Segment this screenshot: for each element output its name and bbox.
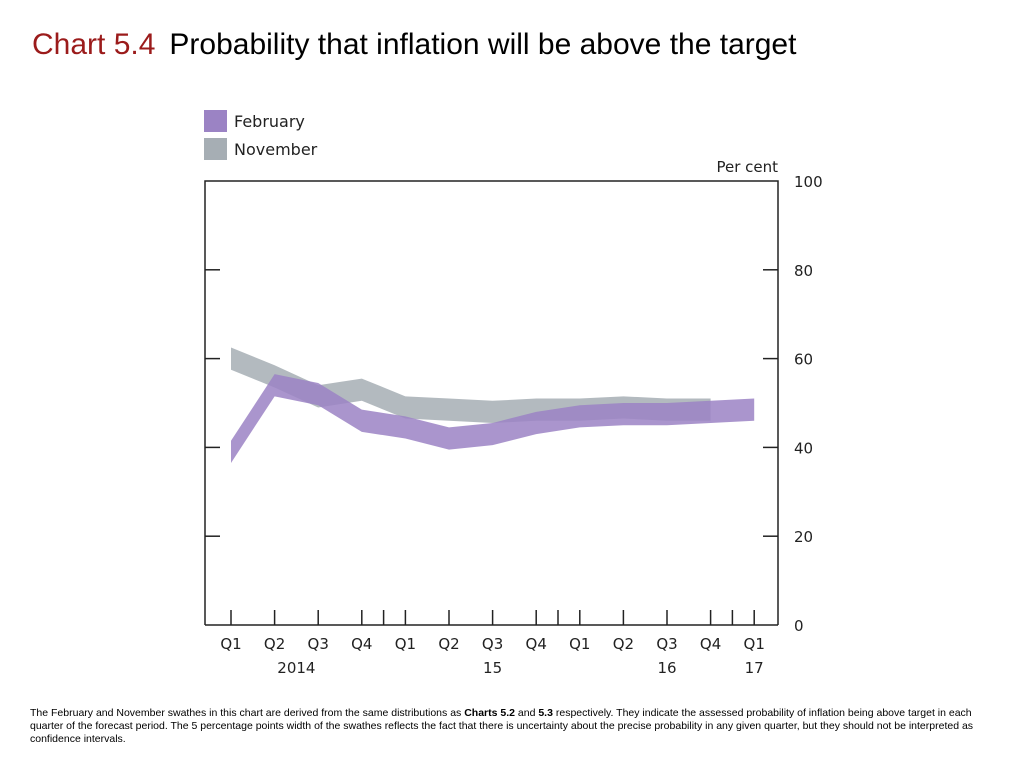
x-tick-label: Q1: [220, 635, 241, 653]
x-tick-label: Q1: [395, 635, 416, 653]
x-tick-label: Q3: [656, 635, 677, 653]
x-tick-label: Q1: [744, 635, 765, 653]
x-tick-label: Q4: [351, 635, 372, 653]
x-year-label: 15: [483, 659, 502, 677]
x-tick-label: Q2: [264, 635, 285, 653]
x-tick-label: Q2: [438, 635, 459, 653]
x-year-label: 2014: [277, 659, 315, 677]
chart-title: Probability that inflation will be above…: [169, 28, 797, 61]
x-tick-label: Q1: [569, 635, 590, 653]
footnote-ref-chart-5-3: 5.3: [538, 707, 553, 719]
y-tick-label: 0: [794, 617, 804, 635]
x-tick-label: Q4: [526, 635, 547, 653]
chart: 0 20 40 60 80 100 Per cent Q1 Q2 Q3 Q4 Q1 Q2 Q3 Q4 Q1 Q2…: [204, 110, 823, 677]
legend-swatch-november: [204, 138, 227, 160]
swathe-november: [231, 347, 711, 423]
chart-footnote: The February and November swathes in thi…: [30, 707, 974, 745]
legend-label-november: November: [234, 140, 318, 159]
page-title: Chart 5.4 Probability that inflation will…: [32, 28, 796, 62]
x-tick-label: Q3: [482, 635, 503, 653]
legend-swatch-february: [204, 110, 227, 132]
y-tick-label: 60: [794, 351, 813, 369]
y-tick-label: 100: [794, 173, 823, 191]
x-tick-label: Q3: [308, 635, 329, 653]
x-tick-label: Q2: [613, 635, 634, 653]
chart-number: Chart 5.4: [32, 28, 156, 61]
unit-label: Per cent: [716, 158, 778, 176]
x-tick-label: Q4: [700, 635, 721, 653]
legend-label-february: February: [234, 112, 305, 131]
y-tick-label: 80: [794, 262, 813, 280]
footnote-ref-chart-5-2: Charts 5.2: [464, 707, 515, 719]
x-year-label: 16: [657, 659, 676, 677]
y-tick-label: 40: [794, 439, 813, 457]
y-tick-label: 20: [794, 528, 813, 546]
plot-frame: [204, 180, 779, 625]
swathe-february: [231, 374, 755, 463]
x-year-label: 17: [745, 659, 764, 677]
